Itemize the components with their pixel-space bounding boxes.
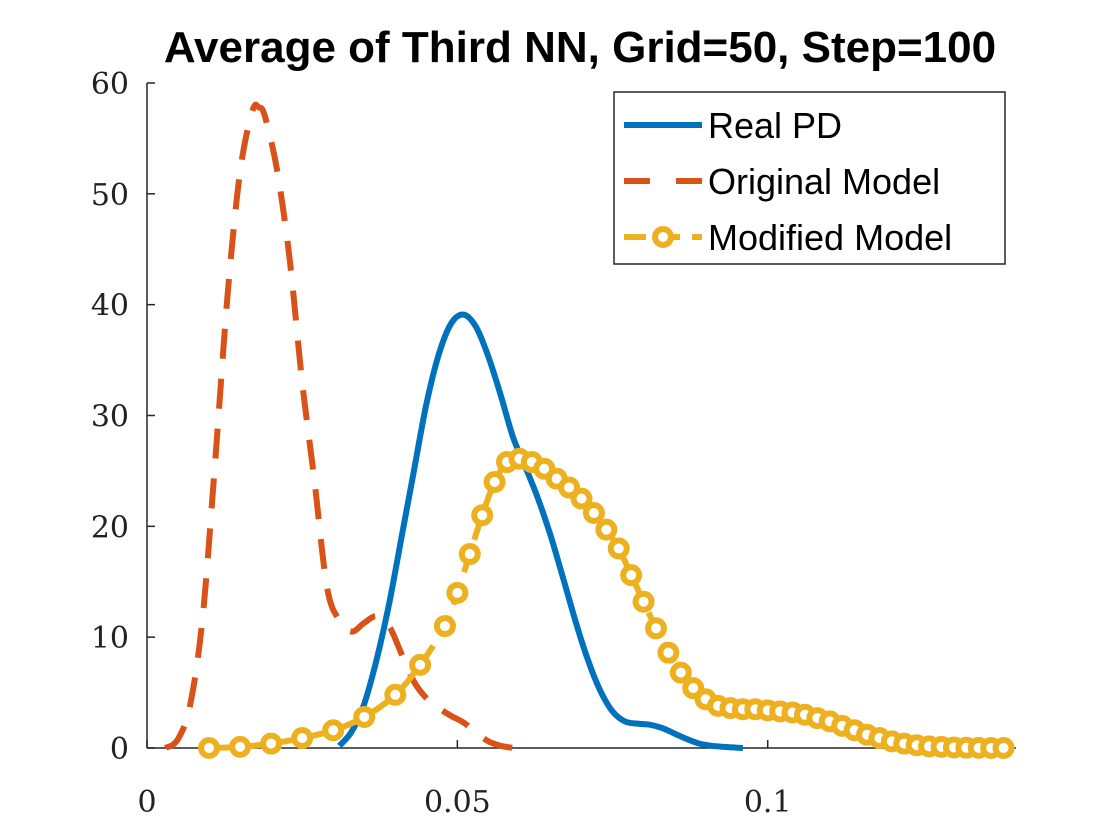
modified-model-marker <box>291 727 314 750</box>
modified-model-legend-label: Modified Model <box>708 217 952 258</box>
modified-model-marker <box>570 487 593 510</box>
chart-title: Average of Third NN, Grid=50, Step=100 <box>164 23 996 72</box>
modified-model-marker <box>322 719 345 742</box>
modified-model-marker <box>260 732 283 755</box>
y-tick-label: 50 <box>91 178 129 213</box>
y-tick-label: 20 <box>91 510 129 545</box>
modified-model-marker <box>409 653 432 676</box>
x-tick-label: 0 <box>137 785 156 820</box>
legend: Real PD Original Model Modified Model <box>613 91 1006 265</box>
modified-model-marker <box>582 502 605 525</box>
modified-model-marker <box>620 564 643 587</box>
real-pd-legend-label: Real PD <box>708 105 842 146</box>
modified-model-marker <box>483 471 506 493</box>
original-model-line <box>163 101 514 751</box>
modified-model-marker <box>644 617 667 640</box>
plot-area <box>163 101 1015 759</box>
modified-model-legend-marker <box>652 226 674 248</box>
modified-model-marker <box>229 735 252 758</box>
y-tick-label: 60 <box>91 67 129 102</box>
modified-model-marker <box>433 615 456 638</box>
modified-model-marker <box>458 543 481 566</box>
real-pd-line <box>337 311 744 751</box>
x-tick-label: 0.1 <box>744 785 792 820</box>
original-model-legend-label: Original Model <box>708 161 940 202</box>
modified-model-marker <box>992 737 1015 759</box>
y-tick-label: 10 <box>91 621 129 656</box>
modified-model-marker <box>595 518 618 541</box>
modified-model-marker <box>353 705 376 728</box>
axis-ticks: 0 10 20 30 40 50 60 0 0.05 0.1 <box>91 67 792 820</box>
x-tick-label: 0.05 <box>424 785 491 820</box>
y-tick-label: 40 <box>91 289 129 324</box>
modified-model-marker <box>471 504 494 527</box>
modified-model-marker <box>446 581 469 604</box>
modified-model-marker <box>607 537 630 560</box>
y-tick-label: 30 <box>91 400 129 435</box>
modified-model-marker <box>384 683 407 706</box>
modified-model-marker <box>669 661 692 684</box>
modified-model-marker <box>632 590 655 613</box>
y-tick-label: 0 <box>110 732 129 767</box>
modified-model-marker <box>198 737 221 759</box>
modified-model-marker <box>657 641 680 664</box>
